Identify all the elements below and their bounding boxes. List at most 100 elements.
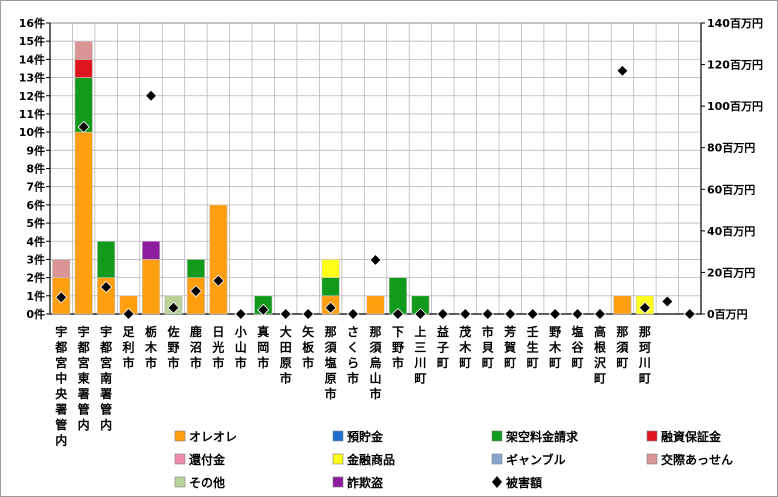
bar-segment-2 [97,240,116,278]
damage-marker [481,307,494,321]
x-tick-label-char: 板 [302,340,315,355]
x-tick-label-char: 烏 [369,355,381,370]
legend-swatch-diamond [492,476,502,488]
x-tick-label-char: 高 [594,324,606,339]
bar-segment-0 [613,295,632,315]
legend-label: 金融商品 [346,452,395,467]
x-tick-label-char: 町 [527,356,539,370]
bar-segment-7 [74,40,93,60]
damage-marker [369,253,382,267]
damage-marker [144,89,158,102]
legend-swatch [646,453,658,465]
y-tick-label: 10件 [19,125,45,139]
damage-marker [122,307,135,321]
x-tick-label-char: 町 [572,356,584,370]
x-tick-label-char: 原 [325,372,337,386]
bar-segment-3 [74,59,93,78]
bar-segment-7 [52,259,71,278]
x-tick-label-char: 宇 [78,324,90,339]
x-tick-label-char: 須 [324,341,338,355]
x-tick-label-char: 町 [594,372,606,386]
x-tick-label-char: 小 [235,324,247,339]
x-tick-label-char: 署 [54,403,67,417]
y-tick-label: 6件 [26,198,45,212]
x-tick-label-char: 野 [167,341,179,355]
legend-label: 交際あっせん [661,452,733,467]
x-tick-label-char: 野 [392,341,404,355]
x-tick-label-char: 町 [437,356,449,370]
x-tick-label-char: ら [347,356,359,370]
bar-segment-0 [74,131,93,315]
y-tick-label: 12件 [19,89,45,103]
x-tick-label-char: 宮 [78,355,90,370]
x-tick-label-char: 宮 [55,355,67,370]
x-tick-label-char: 岡 [257,341,269,355]
x-tick-label-char: 那 [616,325,628,339]
bar-segment-2 [186,259,205,278]
bar-segment-0 [209,204,228,315]
damage-marker [234,307,247,321]
x-tick-label-char: 町 [616,356,628,370]
x-tick-label-char: 沢 [594,355,607,370]
x-tick-label-char: 町 [482,356,494,370]
x-tick-label-char: 署 [77,387,90,401]
damage-marker [414,307,427,321]
y-tick-label: 14件 [19,52,45,66]
legend-label: 預貯金 [347,429,384,444]
x-tick-label-char: 署 [99,387,112,401]
x-tick-label-char: 鹿 [190,324,202,339]
damage-marker [346,307,360,321]
y-tick-label: 4件 [26,234,45,248]
x-tick-label-char: 日 [212,325,224,339]
x-tick-label-char: 都 [54,340,67,355]
x-tick-label-char: 木 [458,340,472,355]
x-tick-label-char: 下 [392,325,404,339]
x-tick-label-char: 栃 [145,324,157,339]
y2-tick-label: 120百万円 [707,59,763,72]
x-tick-label-char: 沼 [190,341,202,355]
x-tick-label-char: 管 [78,402,90,417]
x-tick-label-char: 市 [212,355,224,370]
y-tick-label: 8件 [26,162,45,176]
x-tick-label-char: 塩 [325,355,337,370]
legend-swatch [491,453,503,465]
x-tick-label-char: 根 [594,340,606,355]
y2-tick-label: 100百万円 [707,100,763,113]
x-tick-label-char: 市 [369,386,381,401]
damage-marker [212,274,225,287]
x-tick-label-char: 管 [100,402,112,417]
damage-marker [189,285,202,298]
y-tick-label: 15件 [19,34,45,48]
damage-marker [593,307,607,321]
x-tick-label-char: 市 [145,355,157,370]
y2-tick-label: 60百万円 [707,183,755,196]
legend-swatch [332,430,344,442]
x-tick-label-char: 木 [548,340,562,355]
damage-marker [571,307,584,321]
x-tick-label-char: く [347,341,359,355]
x-tick-label-char: 市 [347,371,359,386]
x-tick-label-char: 町 [414,372,426,386]
damage-marker [526,307,539,321]
x-tick-label-char: 塩 [572,324,584,339]
x-tick-label-char: 管 [55,417,67,432]
x-tick-label-char: 足 [123,325,135,339]
x-tick-label-char: 市 [392,355,404,370]
x-tick-label-char: 市 [325,386,337,401]
damage-marker [683,307,696,321]
x-tick-label-char: 珂 [639,341,651,355]
x-tick-label-char: 谷 [572,340,585,355]
x-tick-label-char: 那 [639,325,651,339]
damage-marker [436,307,449,321]
x-tick-label-char: 芳 [504,324,516,339]
damage-marker [324,301,337,314]
x-tick-label-char: 益 [437,324,449,339]
bar-segment-2 [321,277,340,297]
x-tick-label-char: 市 [302,355,314,370]
x-tick-label-char: 市 [167,355,179,370]
x-tick-label-char: 賀 [503,340,516,355]
x-tick-label-char: 三 [414,341,426,355]
x-tick-label-char: 矢 [302,324,315,339]
y2-tick-label: 40百万円 [707,225,755,238]
x-tick-label-char: 山 [235,340,247,355]
